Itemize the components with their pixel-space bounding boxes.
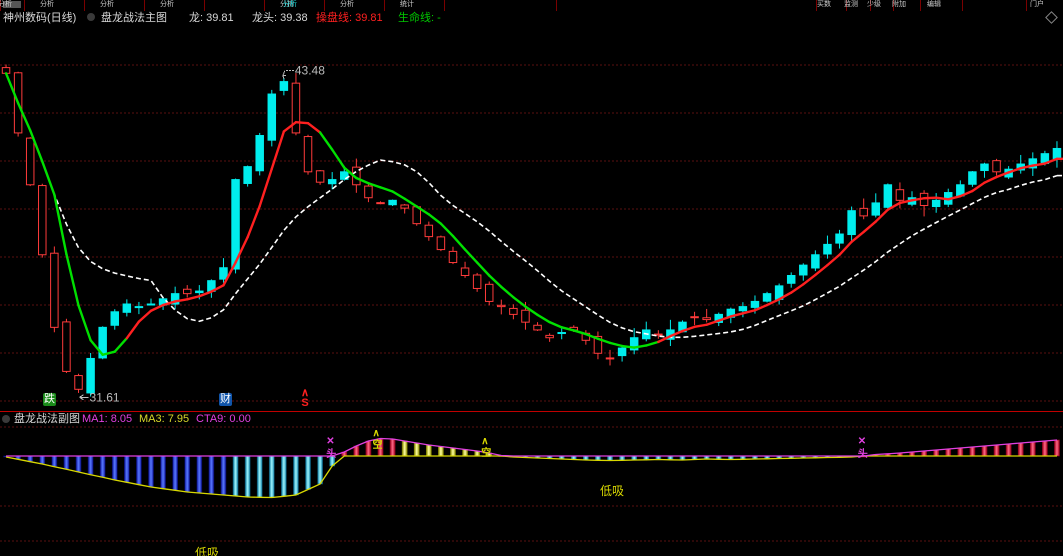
svg-text:31.61: 31.61	[90, 390, 120, 404]
svg-text:43.48: 43.48	[295, 64, 325, 78]
